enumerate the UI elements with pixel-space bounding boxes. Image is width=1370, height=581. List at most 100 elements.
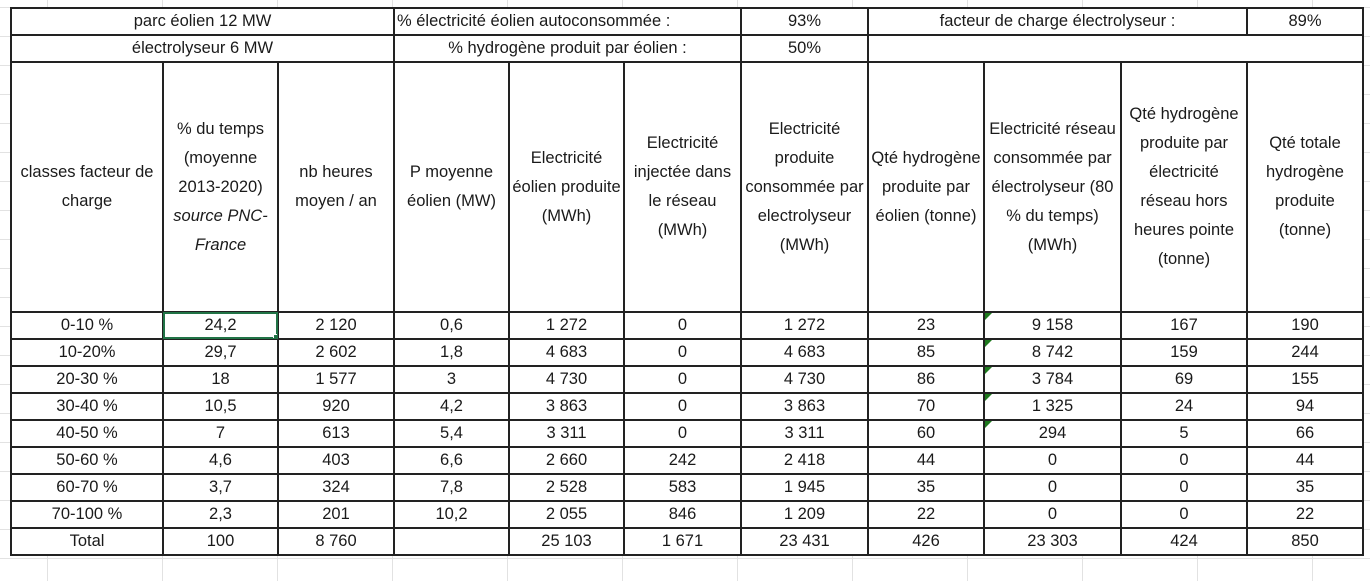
table-cell[interactable]: 23 431	[740, 527, 869, 556]
table-cell[interactable]: 44	[1246, 446, 1364, 475]
table-cell[interactable]: 44	[867, 446, 985, 475]
table-cell[interactable]: 2 660	[508, 446, 625, 475]
table-cell[interactable]: 7	[162, 419, 279, 448]
table-cell[interactable]: 4,6	[162, 446, 279, 475]
table-cell[interactable]: 244	[1246, 338, 1364, 367]
table-cell[interactable]: 5	[1120, 419, 1248, 448]
table-cell[interactable]: 0	[623, 392, 742, 421]
table-cell[interactable]: 850	[1246, 527, 1364, 556]
table-cell[interactable]: 2 418	[740, 446, 869, 475]
table-cell[interactable]: 1 671	[623, 527, 742, 556]
header-consumed[interactable]: Electricité produite consommée par elect…	[740, 61, 869, 313]
table-cell[interactable]: 201	[277, 500, 395, 529]
table-cell[interactable]: 846	[623, 500, 742, 529]
table-cell[interactable]: 18	[162, 365, 279, 394]
table-cell[interactable]: 4,2	[393, 392, 510, 421]
table-cell[interactable]: 294	[983, 419, 1122, 448]
header-avg-power[interactable]: P moyenne éolien (MW)	[393, 61, 510, 313]
table-cell[interactable]: 5,4	[393, 419, 510, 448]
table-cell[interactable]: 3 863	[508, 392, 625, 421]
param-wind-farm[interactable]: parc éolien 12 MW	[10, 7, 395, 36]
table-cell[interactable]: 0	[623, 338, 742, 367]
table-cell[interactable]: 1 272	[508, 311, 625, 340]
table-cell[interactable]: 2 602	[277, 338, 395, 367]
header-grid-elec[interactable]: Electricité réseau consommée par électro…	[983, 61, 1122, 313]
header-h2-grid[interactable]: Qté hydrogène produite par électricité r…	[1120, 61, 1248, 313]
table-cell[interactable]: 2 528	[508, 473, 625, 502]
table-cell[interactable]: 50-60 %	[10, 446, 164, 475]
table-cell[interactable]: 0	[983, 500, 1122, 529]
table-cell[interactable]: 167	[1120, 311, 1248, 340]
table-cell[interactable]: 1 325	[983, 392, 1122, 421]
table-cell[interactable]: 10,2	[393, 500, 510, 529]
table-cell[interactable]: 1 945	[740, 473, 869, 502]
table-cell[interactable]: 66	[1246, 419, 1364, 448]
table-cell[interactable]: 70-100 %	[10, 500, 164, 529]
table-cell[interactable]: 0,6	[393, 311, 510, 340]
param-self-consumed-label[interactable]: % électricité éolien autoconsommée :	[393, 7, 742, 36]
table-cell[interactable]: 424	[1120, 527, 1248, 556]
table-cell[interactable]: 8 742	[983, 338, 1122, 367]
table-cell[interactable]: 1 577	[277, 365, 395, 394]
table-cell[interactable]: 155	[1246, 365, 1364, 394]
table-cell[interactable]: 4 683	[508, 338, 625, 367]
table-cell[interactable]: 3	[393, 365, 510, 394]
table-cell[interactable]: Total	[10, 527, 164, 556]
table-cell[interactable]: 35	[1246, 473, 1364, 502]
header-h2-total[interactable]: Qté totale hydrogène produite (tonne)	[1246, 61, 1364, 313]
table-cell[interactable]: 4 683	[740, 338, 869, 367]
table-cell[interactable]: 3 311	[740, 419, 869, 448]
param-load-factor-value[interactable]: 89%	[1246, 7, 1364, 36]
table-cell[interactable]: 60	[867, 419, 985, 448]
table-cell[interactable]: 613	[277, 419, 395, 448]
table-cell[interactable]: 23	[867, 311, 985, 340]
table-cell[interactable]: 69	[1120, 365, 1248, 394]
table-cell[interactable]: 4 730	[508, 365, 625, 394]
table-cell[interactable]: 3,7	[162, 473, 279, 502]
table-cell[interactable]: 2,3	[162, 500, 279, 529]
table-cell[interactable]: 86	[867, 365, 985, 394]
header-injected[interactable]: Electricité injectée dans le réseau (MWh…	[623, 61, 742, 313]
table-cell[interactable]: 20-30 %	[10, 365, 164, 394]
table-cell[interactable]: 0	[1120, 500, 1248, 529]
table-cell[interactable]: 1 209	[740, 500, 869, 529]
table-cell[interactable]: 40-50 %	[10, 419, 164, 448]
table-cell[interactable]: 242	[623, 446, 742, 475]
table-cell[interactable]: 23 303	[983, 527, 1122, 556]
table-cell[interactable]: 3 863	[740, 392, 869, 421]
table-cell[interactable]: 2 055	[508, 500, 625, 529]
table-cell[interactable]: 1,8	[393, 338, 510, 367]
table-cell[interactable]: 159	[1120, 338, 1248, 367]
table-cell[interactable]: 0-10 %	[10, 311, 164, 340]
table-cell[interactable]: 85	[867, 338, 985, 367]
table-cell[interactable]: 10-20%	[10, 338, 164, 367]
table-cell[interactable]: 29,7	[162, 338, 279, 367]
param-h2-by-wind-label[interactable]: % hydrogène produit par éolien :	[393, 34, 742, 63]
table-cell[interactable]: 7,8	[393, 473, 510, 502]
table-cell[interactable]: 25 103	[508, 527, 625, 556]
table-cell[interactable]: 1 272	[740, 311, 869, 340]
table-cell[interactable]: 8 760	[277, 527, 395, 556]
table-cell[interactable]: 4 730	[740, 365, 869, 394]
param-h2-by-wind-value[interactable]: 50%	[740, 34, 869, 63]
table-cell[interactable]: 0	[1120, 446, 1248, 475]
table-cell[interactable]: 0	[623, 419, 742, 448]
header-classes[interactable]: classes facteur de charge	[10, 61, 164, 313]
table-cell[interactable]: 6,6	[393, 446, 510, 475]
table-cell[interactable]: 22	[867, 500, 985, 529]
table-cell[interactable]: 583	[623, 473, 742, 502]
table-cell[interactable]: 60-70 %	[10, 473, 164, 502]
table-cell[interactable]: 22	[1246, 500, 1364, 529]
table-cell[interactable]: 10,5	[162, 392, 279, 421]
table-cell[interactable]: 70	[867, 392, 985, 421]
table-cell[interactable]: 920	[277, 392, 395, 421]
table-cell[interactable]: 24,2	[162, 311, 279, 340]
table-cell[interactable]: 24	[1120, 392, 1248, 421]
header-h2-wind[interactable]: Qté hydrogène produite par éolien (tonne…	[867, 61, 985, 313]
table-cell[interactable]: 190	[1246, 311, 1364, 340]
param-electrolyser[interactable]: électrolyseur 6 MW	[10, 34, 395, 63]
table-cell[interactable]: 324	[277, 473, 395, 502]
table-cell[interactable]: 30-40 %	[10, 392, 164, 421]
table-cell[interactable]: 0	[623, 365, 742, 394]
param-load-factor-label[interactable]: facteur de charge électrolyseur :	[867, 7, 1248, 36]
